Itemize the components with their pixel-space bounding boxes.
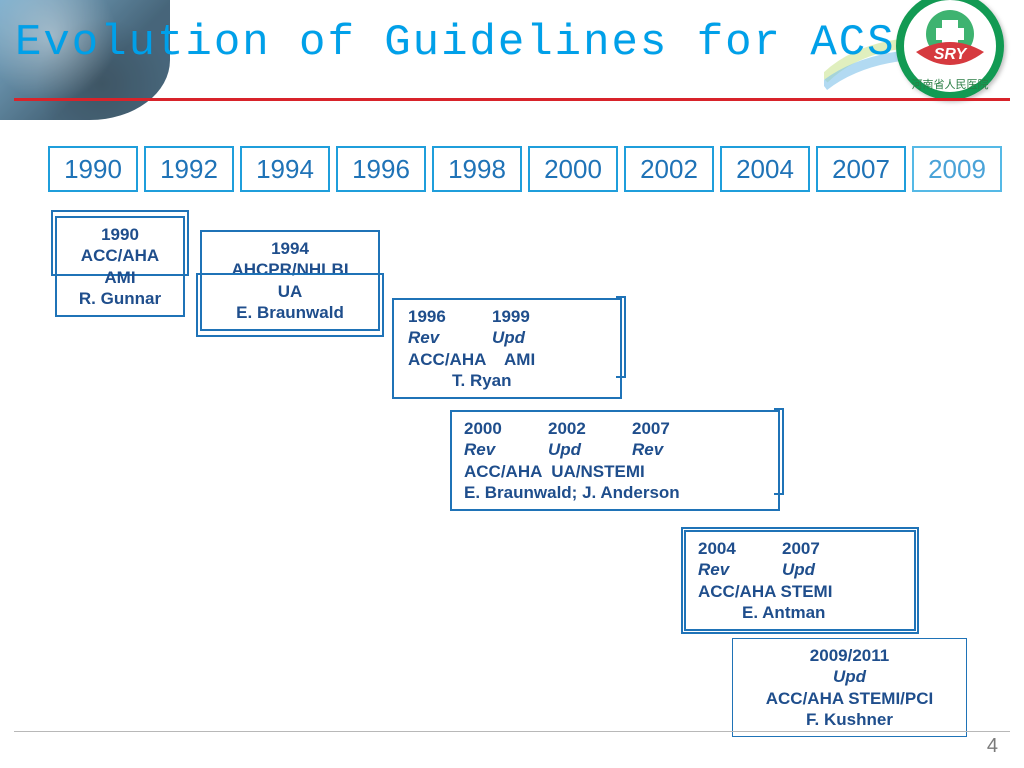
box-org: ACC/AHA STEMI/PCI: [741, 688, 958, 709]
box-year: 1990: [65, 224, 175, 245]
year-cell: 1992: [144, 146, 234, 192]
year-timeline: 1990 1992 1994 1996 1998 2000 2002 2004 …: [48, 146, 1002, 192]
year-cell: 2000: [528, 146, 618, 192]
box-type: Upd: [741, 666, 958, 687]
title-underline: [14, 98, 1010, 101]
box-year: 1999: [492, 306, 546, 327]
box-year: 1996: [408, 306, 462, 327]
box-author: R. Gunnar: [65, 288, 175, 309]
box-type: Upd: [548, 439, 602, 460]
box-year: 2004: [698, 538, 752, 559]
box-org: ACC/AHA: [65, 245, 175, 266]
guideline-box-1990: 1990 ACC/AHA AMI R. Gunnar: [55, 216, 185, 317]
year-cell: 1996: [336, 146, 426, 192]
year-cell: 1994: [240, 146, 330, 192]
footer-divider: [14, 731, 1010, 732]
box-type: Rev: [698, 559, 752, 580]
slide-title: Evolution of Guidelines for ACS: [15, 18, 896, 68]
box-type: Rev: [464, 439, 518, 460]
logo-banner-text: SRY: [934, 46, 968, 63]
box-year: 2002: [548, 418, 602, 439]
box-topic: UA: [210, 281, 370, 302]
box-author: T. Ryan: [408, 370, 612, 391]
box-type: Rev: [632, 439, 686, 460]
box-type: Upd: [492, 327, 546, 348]
box-year: 2009/2011: [741, 645, 958, 666]
box-year: 1994: [210, 238, 370, 259]
box-org: ACC/AHA AMI: [408, 349, 612, 370]
box-year: 2007: [782, 538, 836, 559]
box-org: ACC/AHA UA/NSTEMI: [464, 461, 770, 482]
logo-subtext: 河南省人民医院: [912, 77, 989, 91]
box-author: F. Kushner: [741, 709, 958, 730]
guideline-box-2009-2011: 2009/2011 Upd ACC/AHA STEMI/PCI F. Kushn…: [732, 638, 967, 737]
box-author: E. Antman: [698, 602, 906, 623]
box-topic: AMI: [65, 267, 175, 288]
guideline-box-2004-2007: 2004 2007 Rev Upd ACC/AHA STEMI E. Antma…: [684, 530, 916, 631]
guideline-box-2000-2007: 2000 2002 2007 Rev Upd Rev ACC/AHA UA/NS…: [450, 410, 780, 511]
year-cell: 2009: [912, 146, 1002, 192]
box-type: Upd: [782, 559, 836, 580]
box-year: 2000: [464, 418, 518, 439]
guideline-box-1994: 1994 AHCPR/NHLBI UA E. Braunwald: [200, 230, 380, 331]
page-number: 4: [987, 735, 998, 758]
year-cell: 2002: [624, 146, 714, 192]
year-cell: 2004: [720, 146, 810, 192]
box-org: AHCPR/NHLBI: [210, 259, 370, 280]
guideline-box-1996-1999: 1996 1999 Rev Upd ACC/AHA AMI T. Ryan: [392, 298, 622, 399]
year-cell: 1998: [432, 146, 522, 192]
year-cell: 2007: [816, 146, 906, 192]
box-org: ACC/AHA STEMI: [698, 581, 906, 602]
slide: SRY 河南省人民医院 Evolution of Guidelines for …: [0, 0, 1024, 768]
box-type: Rev: [408, 327, 462, 348]
box-year: 2007: [632, 418, 686, 439]
year-cell: 1990: [48, 146, 138, 192]
box-author: E. Braunwald: [210, 302, 370, 323]
box-author: E. Braunwald; J. Anderson: [464, 482, 770, 503]
hospital-logo: SRY 河南省人民医院: [878, 0, 1018, 112]
